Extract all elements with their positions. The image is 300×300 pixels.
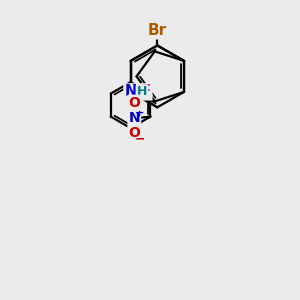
Text: Br: Br	[148, 23, 167, 38]
Text: F: F	[141, 84, 152, 99]
Text: +: +	[135, 108, 144, 118]
Text: N: N	[128, 111, 140, 125]
Text: O: O	[128, 126, 140, 140]
Text: N: N	[124, 84, 137, 99]
Text: O: O	[128, 96, 140, 110]
Text: H: H	[136, 85, 147, 98]
Text: −: −	[134, 132, 145, 145]
